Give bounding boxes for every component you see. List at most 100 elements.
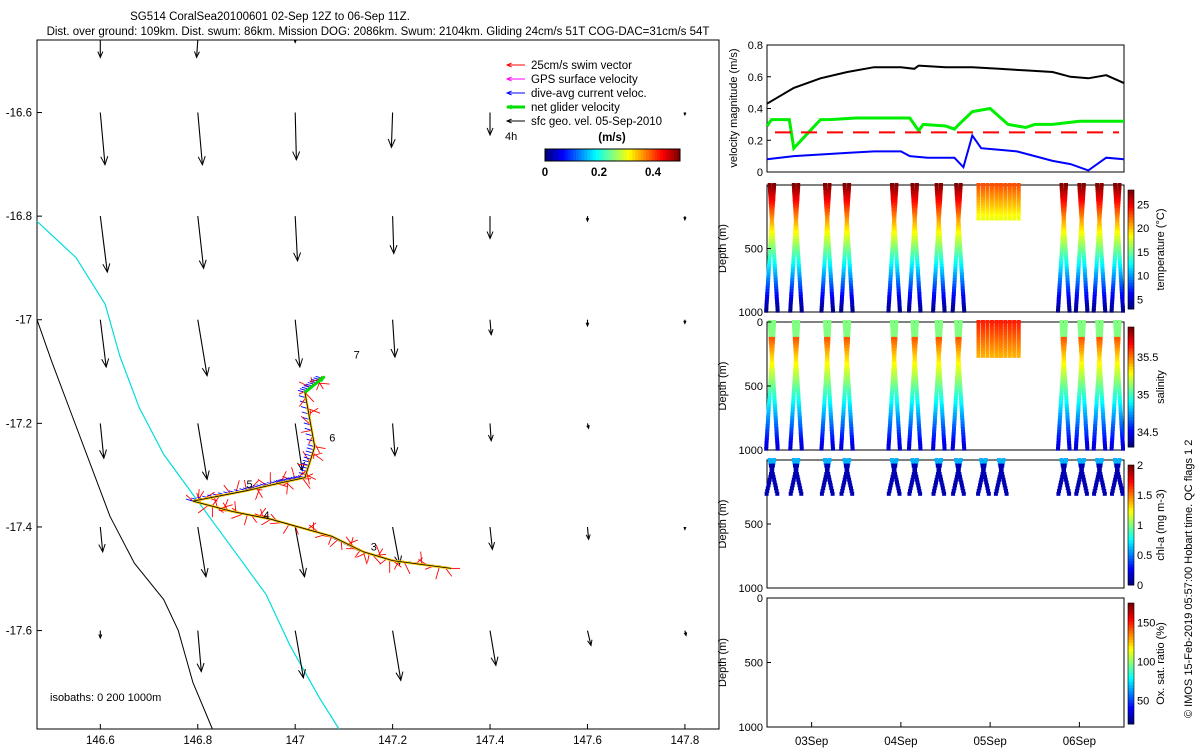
temperature-marker: [1064, 264, 1069, 268]
temperature-marker: [1113, 244, 1118, 249]
salinity-marker: [796, 320, 801, 324]
salinity-marker: [1113, 325, 1118, 330]
salinity-marker: [1003, 331, 1008, 336]
salinity-marker: [1076, 407, 1081, 412]
salinity-marker: [819, 443, 824, 448]
temperature-marker: [826, 191, 831, 196]
salinity-marker: [849, 421, 853, 426]
temperature-marker: [890, 185, 895, 190]
salinity-marker: [1065, 418, 1070, 423]
chla-marker: [1065, 483, 1070, 488]
salinity-marker: [933, 412, 938, 417]
salinity-marker: [1101, 415, 1106, 420]
temperature-marker: [1121, 308, 1125, 313]
salinity-marker: [1003, 328, 1008, 333]
temperature-marker: [1016, 202, 1021, 207]
salinity-marker: [1075, 421, 1080, 426]
temperature-marker: [797, 269, 802, 274]
temperature-marker: [1061, 216, 1066, 221]
temperature-marker: [843, 199, 848, 204]
salinity-marker: [1056, 432, 1061, 437]
salinity-marker: [994, 331, 999, 336]
chla-marker: [1000, 460, 1005, 465]
temperature-marker: [1093, 283, 1098, 288]
salinity-marker: [1120, 435, 1125, 440]
temperature-marker: [1003, 216, 1008, 221]
temperature-marker: [1012, 210, 1017, 215]
chla-y-tick-label: 500: [745, 519, 763, 531]
salinity-marker: [1057, 429, 1062, 434]
salinity-marker: [846, 331, 851, 336]
temperature-marker: [931, 300, 936, 305]
salinity-marker: [766, 410, 771, 415]
salinity-marker: [1119, 427, 1124, 431]
salinity-marker: [1109, 443, 1114, 448]
salinity-marker: [1116, 376, 1121, 381]
temperature-marker: [848, 272, 853, 277]
temperature-marker: [771, 197, 776, 201]
temperature-marker: [770, 222, 775, 227]
salinity-marker: [938, 331, 943, 336]
temperature-marker: [1095, 188, 1100, 193]
temperature-marker: [958, 194, 962, 199]
salinity-marker: [976, 328, 981, 333]
temperature-marker: [1012, 194, 1017, 199]
salinity-marker: [976, 348, 981, 353]
chla-marker: [840, 489, 845, 493]
salinity-marker: [908, 427, 913, 431]
temperature-marker: [931, 308, 936, 313]
temperature-marker: [976, 191, 981, 196]
salinity-marker: [839, 441, 844, 446]
temperature-marker: [959, 266, 964, 271]
temperature-marker: [911, 238, 916, 243]
salinity-colorbar-cell: [1128, 360, 1134, 364]
colorbar-cell: [665, 149, 670, 161]
salinity-marker: [1064, 404, 1069, 409]
salinity-marker: [1100, 396, 1104, 400]
temperature-marker: [976, 183, 981, 187]
temperature-marker: [840, 289, 845, 294]
temperature-marker: [890, 183, 894, 187]
swim-vector: [354, 550, 361, 558]
temperature-marker: [940, 283, 945, 288]
temperature-marker: [790, 272, 795, 277]
salinity-marker: [939, 320, 943, 324]
chla-marker: [1101, 486, 1106, 491]
colorbar-cell: [578, 149, 583, 161]
temperature-marker: [773, 272, 778, 277]
salinity-marker: [1101, 424, 1106, 429]
temperature-marker: [912, 213, 917, 218]
salinity-marker: [1093, 427, 1097, 431]
temperature-marker: [1075, 286, 1080, 291]
salinity-marker: [910, 320, 915, 324]
temperature-marker: [989, 205, 994, 210]
temperature-marker: [1063, 244, 1068, 249]
chla-marker: [830, 491, 835, 496]
salinity-marker: [896, 421, 901, 426]
salinity-marker: [775, 443, 780, 448]
salinity-marker: [797, 404, 802, 409]
temperature-marker: [1079, 222, 1084, 227]
salinity-ylabel: Depth (m): [717, 362, 729, 411]
temperature-marker: [792, 241, 797, 246]
temperature-marker: [1059, 261, 1063, 266]
salinity-marker: [827, 322, 832, 327]
salinity-marker: [957, 370, 962, 375]
salinity-marker: [931, 446, 936, 451]
salinity-marker: [794, 359, 799, 364]
salinity-marker: [893, 367, 897, 372]
temperature-marker: [917, 297, 922, 302]
temperature-marker: [1062, 222, 1066, 227]
temperature-colorbar-tick-label: 25: [1137, 199, 1149, 211]
temperature-marker: [831, 308, 835, 313]
temperature-marker: [848, 269, 853, 274]
temperature-marker: [764, 305, 769, 310]
chla-colorbar-cell: [1128, 537, 1134, 541]
temperature-marker: [1016, 210, 1021, 215]
temperature-marker: [1077, 255, 1082, 260]
salinity-marker: [910, 325, 915, 330]
salinity-marker: [959, 401, 964, 406]
temperature-marker: [934, 261, 939, 266]
temperature-marker: [976, 210, 981, 215]
oxygen-colorbar-cell: [1128, 636, 1134, 640]
